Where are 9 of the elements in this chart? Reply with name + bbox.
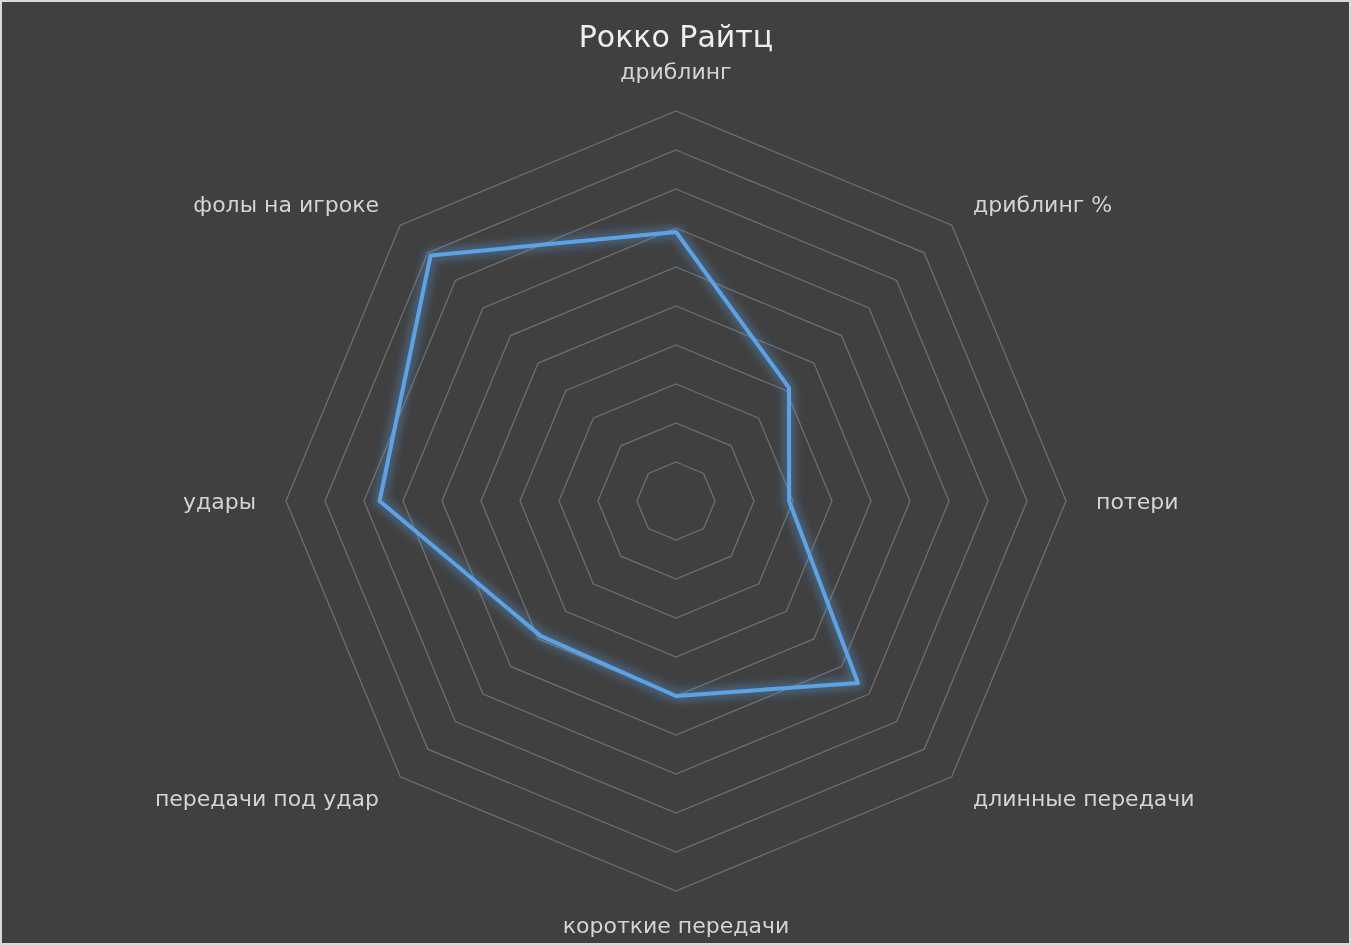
spoke-label: потери — [1096, 489, 1179, 514]
spoke-label: фолы на игроке — [193, 192, 380, 218]
spoke-label: дриблинг — [620, 59, 732, 84]
spoke-label: удары — [182, 489, 256, 514]
spoke-label: длинные передачи — [972, 785, 1195, 811]
spoke-label: дриблинг % — [972, 192, 1113, 218]
chart-title: Рокко Райтц — [578, 19, 774, 54]
spoke-label: короткие передачи — [562, 913, 790, 938]
spoke-label: передачи под удар — [154, 785, 380, 811]
